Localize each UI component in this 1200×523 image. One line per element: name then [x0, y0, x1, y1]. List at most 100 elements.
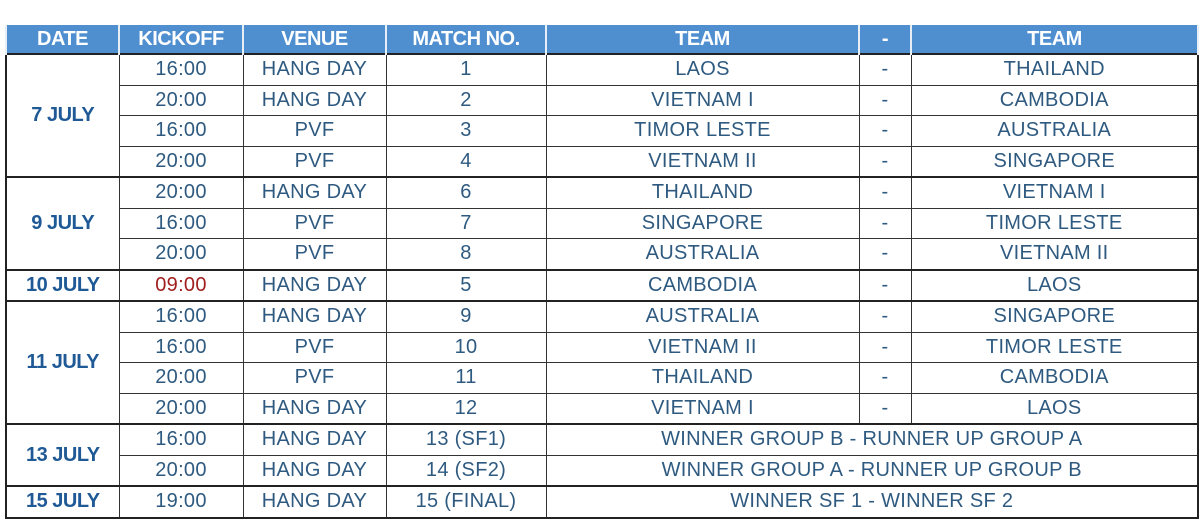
fixture-cell: WINNER SF 1 - WINNER SF 2 — [545, 485, 1199, 519]
team-1-cell: VIETNAM II — [545, 331, 860, 363]
venue-cell: PVF — [242, 115, 387, 147]
venue-cell: PVF — [242, 207, 387, 239]
separator-cell: - — [858, 268, 912, 302]
venue-cell: HANG DAY — [242, 176, 387, 209]
header-match-no: MATCH NO. — [385, 25, 547, 54]
match-no-cell: 3 — [385, 115, 547, 147]
header-team-1: TEAM — [545, 25, 860, 54]
venue-cell: HANG DAY — [242, 485, 387, 519]
team-1-cell: TIMOR LESTE — [545, 115, 860, 147]
kickoff-cell: 09:00 — [118, 268, 244, 302]
kickoff-cell: 20:00 — [118, 454, 244, 487]
team-1-cell: LAOS — [545, 53, 860, 86]
separator-cell: - — [858, 392, 912, 425]
match-no-cell: 15 (FINAL) — [385, 485, 547, 519]
header-date: DATE — [5, 25, 120, 54]
separator-cell: - — [858, 300, 912, 333]
team-2-cell: TIMOR LESTE — [910, 207, 1199, 239]
table-row: 20:00 HANG DAY 12 VIETNAM I - LAOS — [6, 392, 1199, 425]
team-2-cell: SINGAPORE — [910, 145, 1199, 178]
table-row: 16:00 PVF 7 SINGAPORE - TIMOR LESTE — [6, 207, 1199, 239]
venue-cell: PVF — [242, 145, 387, 178]
kickoff-cell: 19:00 — [118, 485, 244, 519]
match-no-cell: 12 — [385, 392, 547, 425]
header-kickoff: KICKOFF — [118, 25, 244, 54]
team-1-cell: VIETNAM I — [545, 84, 860, 116]
table-row: 15 JULY 19:00 HANG DAY 15 (FINAL) WINNER SF … — [5, 485, 1199, 519]
team-2-cell: VIETNAM I — [910, 176, 1199, 209]
team-1-cell: THAILAND — [545, 362, 860, 394]
match-no-cell: 13 (SF1) — [385, 423, 547, 456]
match-no-cell: 14 (SF2) — [385, 454, 547, 487]
table-row: 7 JULY 16:00 HANG DAY 1 LAOS - THAILAND — [5, 53, 1199, 178]
venue-cell: HANG DAY — [242, 454, 387, 487]
kickoff-cell: 20:00 — [118, 84, 244, 116]
fixture-cell: WINNER GROUP A - RUNNER UP GROUP B — [545, 454, 1199, 487]
venue-cell: HANG DAY — [242, 300, 387, 333]
fixture-cell: WINNER GROUP B - RUNNER UP GROUP A — [545, 423, 1199, 456]
kickoff-cell: 20:00 — [118, 176, 244, 209]
header-team-2: TEAM — [910, 25, 1199, 54]
kickoff-cell: 16:00 — [118, 207, 244, 239]
team-1-cell: AUSTRALIA — [545, 300, 860, 333]
match-no-cell: 4 — [385, 145, 547, 178]
header-venue: VENUE — [242, 25, 387, 54]
separator-cell: - — [858, 207, 912, 239]
match-no-cell: 11 — [385, 362, 547, 394]
date-cell: 9 JULY — [5, 176, 120, 270]
table-row: 20:00 HANG DAY 2 VIETNAM I - CAMBODIA — [6, 84, 1199, 116]
team-2-cell: LAOS — [910, 268, 1199, 302]
date-cell: 13 JULY — [5, 423, 120, 487]
kickoff-cell: 16:00 — [118, 331, 244, 363]
separator-cell: - — [858, 53, 912, 86]
team-2-cell: CAMBODIA — [910, 362, 1199, 394]
kickoff-cell: 20:00 — [118, 392, 244, 425]
table-row: 13 JULY 16:00 HANG DAY 13 (SF1) WINNER GROUP… — [5, 423, 1199, 487]
team-1-cell: AUSTRALIA — [545, 238, 860, 270]
separator-cell: - — [858, 176, 912, 209]
venue-cell: HANG DAY — [242, 84, 387, 116]
match-schedule-table: DATE KICKOFF VENUE MATCH NO. TEAM - TEAM… — [5, 25, 1199, 519]
separator-cell: - — [858, 238, 912, 270]
separator-cell: - — [858, 362, 912, 394]
separator-cell: - — [858, 115, 912, 147]
match-no-cell: 2 — [385, 84, 547, 116]
team-2-cell: SINGAPORE — [910, 300, 1199, 333]
table-row: 11 JULY 16:00 HANG DAY 9 AUSTRALIA - SINGAPORE — [5, 300, 1199, 425]
match-no-cell: 8 — [385, 238, 547, 270]
venue-cell: PVF — [242, 238, 387, 270]
team-2-cell: LAOS — [910, 392, 1199, 425]
kickoff-cell: 20:00 — [118, 145, 244, 178]
team-1-cell: SINGAPORE — [545, 207, 860, 239]
team-2-cell: THAILAND — [910, 53, 1199, 86]
kickoff-cell: 16:00 — [118, 53, 244, 86]
kickoff-cell: 20:00 — [118, 238, 244, 270]
match-no-cell: 7 — [385, 207, 547, 239]
team-2-cell: TIMOR LESTE — [910, 331, 1199, 363]
separator-cell: - — [858, 84, 912, 116]
venue-cell: HANG DAY — [242, 268, 387, 302]
table-row: 16:00 PVF 10 VIETNAM II - TIMOR LESTE — [6, 331, 1199, 363]
date-cell: 10 JULY — [5, 268, 120, 302]
table-row: 20:00 PVF 4 VIETNAM II - SINGAPORE — [6, 145, 1199, 178]
kickoff-cell: 20:00 — [118, 362, 244, 394]
venue-cell: HANG DAY — [242, 423, 387, 456]
match-no-cell: 10 — [385, 331, 547, 363]
venue-cell: HANG DAY — [242, 53, 387, 86]
team-1-cell: THAILAND — [545, 176, 860, 209]
team-2-cell: CAMBODIA — [910, 84, 1199, 116]
match-no-cell: 9 — [385, 300, 547, 333]
venue-cell: HANG DAY — [242, 392, 387, 425]
kickoff-cell: 16:00 — [118, 300, 244, 333]
header-separator: - — [858, 25, 912, 54]
header-row: DATE KICKOFF VENUE MATCH NO. TEAM - TEAM — [5, 25, 1199, 54]
venue-cell: PVF — [242, 362, 387, 394]
table-row: 16:00 PVF 3 TIMOR LESTE - AUSTRALIA — [6, 115, 1199, 147]
separator-cell: - — [858, 331, 912, 363]
kickoff-cell: 16:00 — [118, 115, 244, 147]
table-row: 10 JULY 09:00 HANG DAY 5 CAMBODIA - LAOS — [5, 268, 1199, 302]
team-1-cell: VIETNAM II — [545, 145, 860, 178]
separator-cell: - — [858, 145, 912, 178]
match-no-cell: 5 — [385, 268, 547, 302]
table-row: 20:00 HANG DAY 14 (SF2) WINNER GROUP A - RU… — [6, 454, 1199, 487]
